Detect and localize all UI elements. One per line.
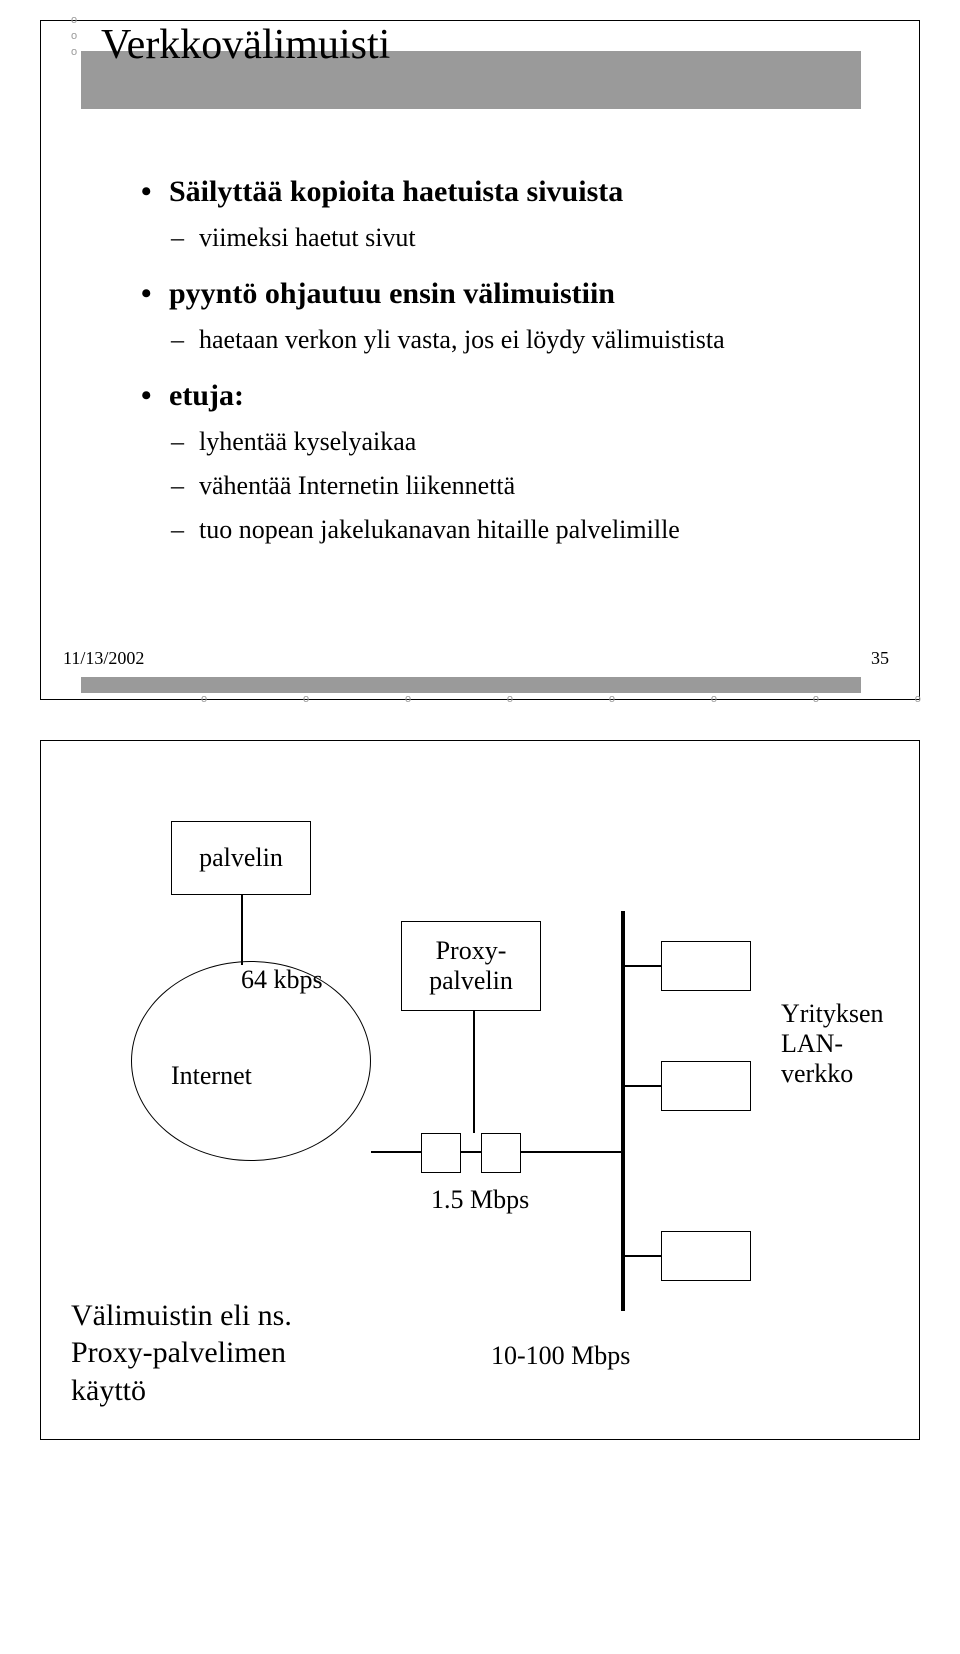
node-palvelin: palvelin xyxy=(171,821,311,895)
edge xyxy=(625,965,661,967)
bullet-l1: pyyntö ohjautuu ensin välimuistiin xyxy=(141,277,859,311)
edge xyxy=(625,1085,661,1087)
node-label: palvelin xyxy=(199,843,283,873)
slide2-footer-text: Välimuistin eli ns. Proxy-palvelimen käy… xyxy=(71,1297,292,1410)
bullet-l2: vähentää Internetin liikennettä xyxy=(141,471,859,501)
deco-o: o xyxy=(71,15,77,26)
slide-content: Säilyttää kopioita haetuista sivuista vi… xyxy=(141,151,859,545)
bullet-l2: haetaan verkon yli vasta, jos ei löydy v… xyxy=(141,325,859,355)
edge xyxy=(521,1151,621,1153)
deco-o: o xyxy=(71,31,77,42)
label-internet: Internet xyxy=(171,1061,252,1091)
bullet-l1: Säilyttää kopioita haetuista sivuista xyxy=(141,175,859,209)
node-lan-host xyxy=(661,1231,751,1281)
label-lan: Yrityksen LAN- verkko xyxy=(781,999,884,1089)
label-1_5mbps: 1.5 Mbps xyxy=(431,1185,529,1215)
slide-title: Verkkovälimuisti xyxy=(101,21,390,69)
edge xyxy=(625,1255,661,1257)
deco-o-row: oooooooo xyxy=(201,693,921,705)
bullet-l2: lyhentää kyselyaikaa xyxy=(141,427,859,457)
node-lan-host xyxy=(661,941,751,991)
slide-verkkovalimuisti: o o o Verkkovälimuisti Säilyttää kopioit… xyxy=(40,20,920,700)
footer-bar xyxy=(81,677,861,693)
node-proxy: Proxy- palvelin xyxy=(401,921,541,1011)
node-label: Proxy- palvelin xyxy=(429,936,513,996)
bullet-l1: etuja: xyxy=(141,379,859,413)
footer-date: 11/13/2002 xyxy=(63,648,144,669)
node-lan-host xyxy=(661,1061,751,1111)
slide-proxy-diagram: palvelin 64 kbps Internet Proxy- palveli… xyxy=(40,740,920,1440)
edge xyxy=(371,1151,421,1153)
node-hub xyxy=(481,1133,521,1173)
deco-o: o xyxy=(71,47,77,58)
footer-page-number: 35 xyxy=(871,648,889,669)
edge xyxy=(461,1151,481,1153)
label-10-100mbps: 10-100 Mbps xyxy=(491,1341,630,1371)
edge xyxy=(241,895,243,965)
edge xyxy=(473,1011,475,1133)
node-hub xyxy=(421,1133,461,1173)
lan-bus xyxy=(621,911,625,1311)
bullet-l2: tuo nopean jakelukanavan hitaille palvel… xyxy=(141,515,859,545)
bullet-l2: viimeksi haetut sivut xyxy=(141,223,859,253)
